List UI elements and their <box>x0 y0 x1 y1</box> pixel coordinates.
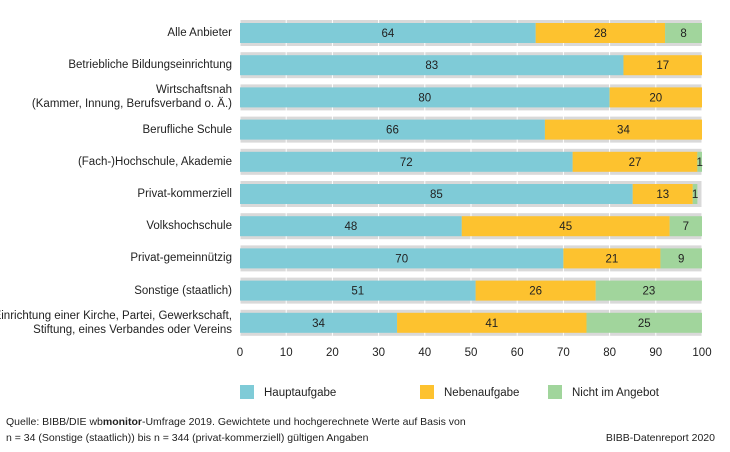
bar-segment <box>240 312 398 333</box>
x-tick-label: 40 <box>418 347 431 359</box>
category-label: (Fach-)Hochschule, Akademie <box>77 155 232 168</box>
bar-segment <box>595 280 702 301</box>
bar-segment <box>240 151 573 172</box>
x-tick-label: 80 <box>603 347 616 359</box>
bar-segment <box>475 280 596 301</box>
source-text: -Umfrage 2019. Gewichtete und hochgerech… <box>141 416 466 428</box>
bar-segment <box>240 280 476 301</box>
value-label: 41 <box>485 318 498 330</box>
credit: BIBB-Datenreport 2020 <box>605 432 715 444</box>
value-label: 83 <box>425 60 438 72</box>
value-label: 48 <box>344 221 357 233</box>
value-label: 85 <box>430 189 443 201</box>
bar-segment <box>669 216 702 237</box>
x-tick-label: 0 <box>237 347 243 359</box>
category-label: Volkshochschule <box>146 220 232 233</box>
value-label: 25 <box>638 318 651 330</box>
value-label: 70 <box>395 253 408 265</box>
value-label: 27 <box>629 157 642 169</box>
source: Quelle: BIBB/DIE wbmonitor-Umfrage 2019.… <box>6 414 466 446</box>
bar-segment <box>563 248 661 269</box>
x-tick-label: 60 <box>511 347 524 359</box>
category-label: Alle Anbieter <box>167 27 232 39</box>
bar-segment <box>697 151 702 172</box>
bar-segment <box>660 248 702 269</box>
bar-segment <box>586 312 702 333</box>
value-label: 72 <box>400 157 413 169</box>
legend-label: Nicht im Angebot <box>572 387 660 399</box>
value-label: 26 <box>529 286 542 298</box>
source-text: Quelle: BIBB/DIE wb <box>6 416 103 428</box>
value-label: 21 <box>606 253 619 265</box>
value-label: 7 <box>683 221 689 233</box>
bar-segment <box>240 119 545 140</box>
category-label: Privat-gemeinnützig <box>130 252 232 265</box>
value-label: 13 <box>656 189 669 201</box>
category-label: Wirtschaftsnah (Kammer, Innung, Berufsve… <box>31 84 232 111</box>
bar-segment <box>240 55 624 76</box>
value-label: 8 <box>680 28 686 40</box>
bar-segment <box>461 216 670 237</box>
legend-swatch <box>548 385 562 399</box>
value-label: 23 <box>642 286 655 298</box>
bar-segment <box>665 23 702 43</box>
value-label: 51 <box>351 286 364 298</box>
source-text: n = 34 (Sonstige (staatlich)) bis n = 34… <box>6 432 369 444</box>
legend-label: Nebenaufgabe <box>444 387 519 399</box>
source-text: monitor <box>102 416 142 428</box>
category-label: Sonstige (staatlich) <box>134 284 232 297</box>
legend-swatch <box>420 385 434 399</box>
value-label: 28 <box>594 28 607 40</box>
category-label: Betriebliche Bildungseinrichtung <box>68 59 232 72</box>
value-label: 80 <box>418 92 431 104</box>
x-tick-label: 90 <box>649 347 662 359</box>
bar-segment <box>240 23 536 43</box>
value-label: 45 <box>559 221 572 233</box>
bar-segment <box>632 184 693 204</box>
value-label: 66 <box>386 125 399 137</box>
bar-segment <box>544 119 702 140</box>
x-tick-label: 10 <box>280 347 293 359</box>
bar-segment <box>240 87 610 108</box>
bar-segment <box>240 248 564 269</box>
bar-segment <box>240 216 462 237</box>
value-label: 17 <box>656 60 669 72</box>
value-label: 64 <box>381 28 394 40</box>
bar-segment <box>572 151 698 172</box>
value-label: 20 <box>649 92 662 104</box>
legend-label: Hauptaufgabe <box>264 387 336 399</box>
x-tick-label: 30 <box>372 347 385 359</box>
category-label: Berufliche Schule <box>142 123 233 136</box>
bar-segment <box>692 184 698 204</box>
x-tick-label: 100 <box>692 347 711 359</box>
bar-segment <box>240 184 633 204</box>
value-label: 34 <box>617 125 630 137</box>
bar-segment <box>535 23 666 43</box>
x-tick-label: 70 <box>557 347 570 359</box>
x-tick-label: 20 <box>326 347 339 359</box>
value-label: 1 <box>696 157 702 169</box>
value-label: 9 <box>678 253 684 265</box>
value-label: 34 <box>312 318 325 330</box>
legend-swatch <box>240 385 254 399</box>
bar-segment <box>623 55 702 76</box>
category-label: Einrichtung einer Kirche, Partei, Gewerk… <box>0 309 232 336</box>
x-tick-label: 50 <box>465 347 478 359</box>
value-label: 1 <box>692 189 698 201</box>
bar-segment <box>609 87 702 108</box>
bar-segment <box>397 312 587 333</box>
category-label: Privat-kommerziell <box>137 188 232 200</box>
